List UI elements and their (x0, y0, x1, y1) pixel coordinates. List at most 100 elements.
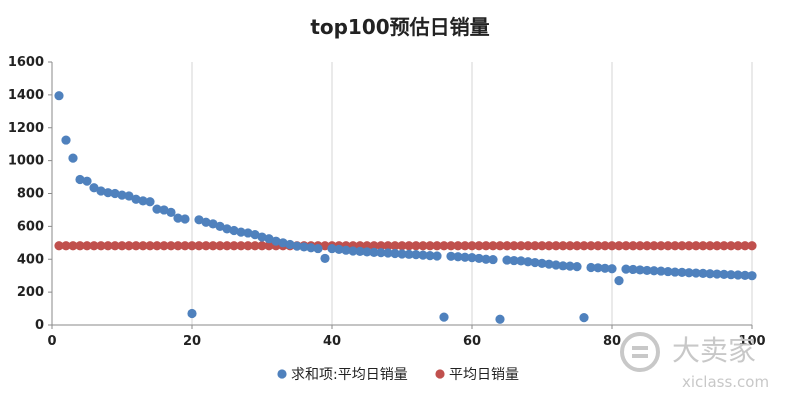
data-point (579, 241, 589, 251)
data-point (460, 241, 470, 251)
data-point (614, 276, 624, 286)
data-point (586, 262, 596, 273)
data-point (138, 241, 148, 251)
data-point (215, 241, 225, 251)
data-point (271, 236, 281, 246)
data-point (208, 219, 218, 229)
x-tick-label: 80 (603, 334, 621, 349)
data-point (54, 241, 64, 251)
data-point (607, 264, 617, 274)
data-point (383, 248, 393, 258)
data-point (75, 241, 85, 251)
chart-title: top100预估日销量 (310, 15, 489, 39)
data-point (229, 241, 239, 251)
data-point (705, 269, 715, 279)
data-point (502, 255, 512, 265)
data-point (194, 215, 204, 225)
y-tick-label: 600 (17, 219, 44, 234)
data-point (530, 257, 540, 268)
data-point (691, 241, 701, 251)
legend-label: 求和项:平均日销量 (291, 367, 408, 383)
data-point (432, 251, 442, 261)
data-point (600, 241, 610, 251)
data-point (439, 241, 449, 251)
data-point (110, 241, 120, 251)
data-point (418, 241, 428, 251)
data-point (586, 241, 596, 251)
data-point (327, 243, 337, 254)
data-point (621, 241, 631, 251)
data-point (579, 313, 589, 323)
data-point (698, 268, 708, 278)
data-point (187, 241, 197, 251)
data-point (509, 241, 519, 251)
data-point (131, 194, 141, 204)
data-point (446, 251, 456, 261)
data-point (558, 241, 568, 251)
x-tick-label: 60 (463, 334, 481, 349)
data-point (201, 217, 211, 227)
data-point (516, 256, 526, 266)
data-point (649, 266, 659, 276)
data-point (649, 241, 659, 251)
data-point (376, 241, 386, 251)
data-point (558, 261, 568, 271)
data-points (54, 91, 757, 324)
data-point (453, 252, 463, 262)
data-point (481, 241, 491, 251)
data-point (362, 247, 372, 257)
data-point (614, 241, 624, 251)
data-point (705, 241, 715, 251)
data-point (390, 248, 400, 259)
data-point (712, 269, 722, 279)
data-point (75, 174, 85, 185)
y-tick-label: 1000 (8, 154, 44, 169)
series-group (54, 91, 757, 324)
data-point (82, 241, 92, 251)
data-point (488, 254, 498, 265)
data-point (747, 271, 757, 281)
data-point (243, 241, 253, 251)
data-point (684, 268, 694, 278)
y-tick-label: 200 (17, 285, 44, 300)
data-point (201, 241, 211, 251)
data-point (628, 264, 638, 275)
data-point (257, 241, 267, 251)
data-point (117, 241, 127, 251)
data-point (733, 270, 743, 280)
data-point (411, 241, 421, 251)
data-point (565, 241, 575, 251)
data-point (481, 254, 491, 264)
y-tick-label: 0 (35, 318, 44, 333)
data-point (103, 188, 113, 198)
data-point (215, 221, 225, 231)
data-point (243, 228, 253, 238)
data-point (355, 246, 365, 256)
data-point (250, 241, 260, 251)
series-group (54, 241, 757, 251)
data-point (383, 241, 393, 251)
data-point (593, 263, 603, 273)
data-point (474, 253, 484, 264)
data-point (663, 266, 673, 277)
data-point (89, 241, 99, 251)
data-point (523, 257, 533, 267)
data-point (544, 241, 554, 251)
data-point (166, 241, 176, 251)
data-point (747, 241, 757, 251)
data-point (194, 241, 204, 251)
watermark-text: 大卖家 (672, 334, 756, 367)
axes (48, 61, 753, 329)
data-point (712, 241, 722, 251)
data-point (187, 308, 197, 319)
data-point (670, 267, 680, 277)
data-point (369, 247, 379, 257)
data-point (145, 197, 155, 207)
legend: 求和项:平均日销量 平均日销量 (277, 367, 519, 383)
data-point (432, 241, 442, 251)
data-point (740, 270, 750, 280)
data-point (726, 241, 736, 251)
data-point (593, 241, 603, 251)
data-point (82, 176, 92, 186)
data-point (173, 213, 183, 223)
